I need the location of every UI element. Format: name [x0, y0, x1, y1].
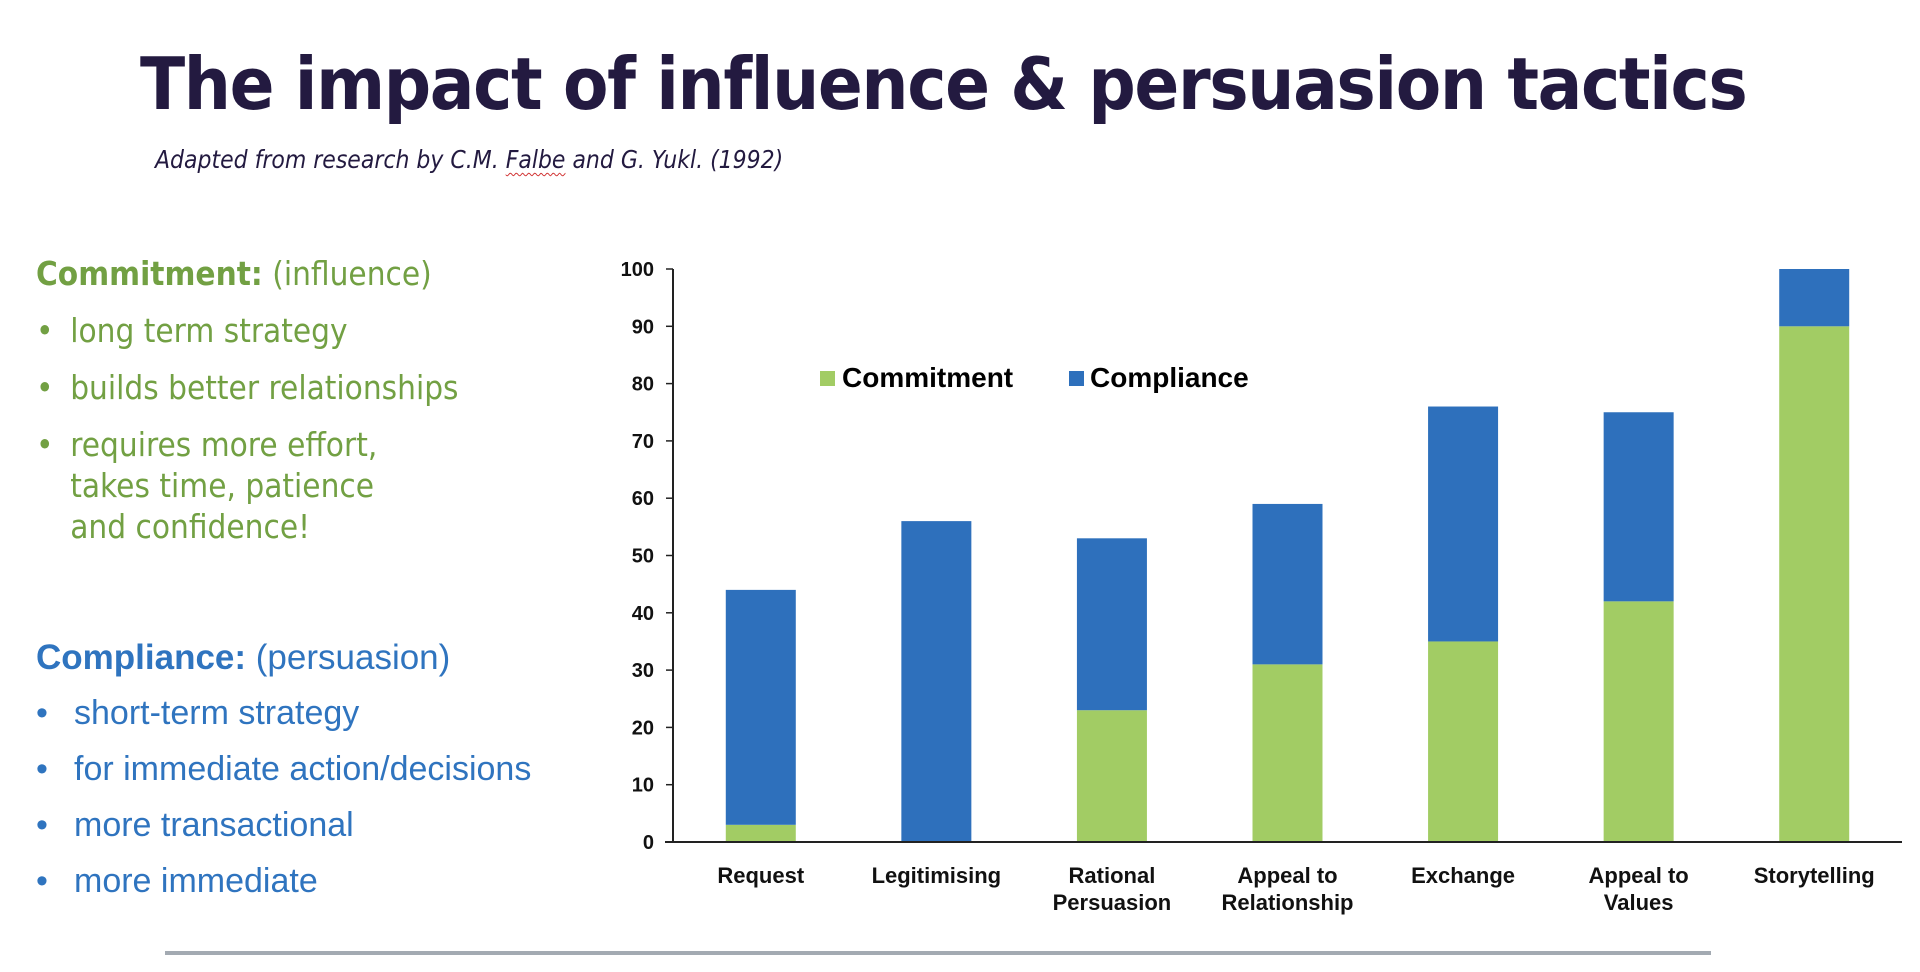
- bar-compliance: [1779, 269, 1850, 327]
- legend-swatch-commitment: [820, 371, 835, 386]
- x-tick-label: Rational: [1069, 863, 1156, 888]
- subtitle-text-post: and G. Yukl. (1992): [565, 145, 784, 174]
- bar-compliance: [1252, 503, 1323, 665]
- x-tick-label: Exchange: [1411, 863, 1515, 888]
- subtitle-text-pre: Adapted from research by C.M.: [155, 145, 506, 174]
- y-tick-label: 40: [632, 603, 654, 625]
- y-tick-label: 100: [621, 259, 654, 281]
- compliance-heading-bold: Compliance:: [36, 638, 247, 677]
- x-tick-label: Values: [1604, 890, 1674, 915]
- bar-commitment: [1076, 710, 1147, 842]
- subtitle-author-falbe: Falbe: [505, 145, 566, 174]
- bar-compliance: [725, 589, 796, 825]
- slide-subtitle: Adapted from research by C.M. Falbe and …: [155, 145, 783, 174]
- commitment-bullet: builds better relationships: [36, 367, 459, 408]
- bullet-line: takes time, patience: [70, 466, 375, 505]
- compliance-heading: Compliance: (persuasion): [36, 638, 531, 678]
- x-tick-label: Request: [717, 863, 804, 888]
- commitment-heading: Commitment: (influence): [36, 254, 459, 294]
- y-tick-label: 70: [632, 431, 654, 453]
- commitment-panel: Commitment: (influence) long term strate…: [36, 254, 459, 547]
- y-tick-label: 30: [632, 660, 654, 682]
- compliance-heading-rest: (persuasion): [246, 638, 451, 677]
- y-tick-label: 80: [632, 374, 654, 396]
- x-tick-label: Appeal to: [1589, 863, 1689, 888]
- x-tick-label: Appeal to: [1237, 863, 1337, 888]
- commitment-bullet: requires more effort,takes time, patienc…: [36, 424, 459, 547]
- bar-commitment: [725, 824, 796, 842]
- legend-label-compliance: Compliance: [1090, 362, 1249, 393]
- commitment-bullets: long term strategy builds better relatio…: [36, 310, 459, 547]
- y-tick-label: 20: [632, 717, 654, 739]
- bar-commitment: [1779, 326, 1850, 842]
- compliance-panel: Compliance: (persuasion) short-term stra…: [36, 638, 531, 902]
- y-tick-label: 90: [632, 316, 654, 338]
- y-tick-label: 0: [643, 832, 654, 854]
- commitment-heading-rest: (influence): [262, 254, 432, 293]
- bullet-line: requires more effort,: [70, 425, 378, 464]
- compliance-bullet: more immediate: [36, 861, 531, 902]
- bar-commitment: [1428, 641, 1499, 842]
- y-tick-label: 60: [632, 488, 654, 510]
- bullet-line: and confidence!: [70, 507, 311, 546]
- bar-compliance: [1603, 412, 1674, 602]
- x-tick-label: Relationship: [1221, 890, 1353, 915]
- y-tick-label: 10: [632, 775, 654, 797]
- x-tick-label: Legitimising: [872, 863, 1002, 888]
- slide-title: The impact of influence & persuasion tac…: [140, 42, 1748, 126]
- compliance-bullet: for immediate action/decisions: [36, 749, 531, 790]
- bar-commitment: [1252, 664, 1323, 842]
- legend-swatch-compliance: [1069, 371, 1084, 386]
- y-tick-label: 50: [632, 546, 654, 568]
- legend-label-commitment: Commitment: [842, 362, 1013, 393]
- compliance-bullet: more transactional: [36, 805, 531, 846]
- commitment-heading-bold: Commitment:: [36, 254, 263, 293]
- bar-compliance: [1428, 406, 1499, 642]
- commitment-bullet: long term strategy: [36, 310, 459, 351]
- bar-compliance: [1076, 538, 1147, 711]
- compliance-bullets: short-term strategy for immediate action…: [36, 693, 531, 902]
- bar-compliance: [901, 521, 972, 842]
- compliance-bullet: short-term strategy: [36, 693, 531, 734]
- x-tick-label: Storytelling: [1754, 863, 1875, 888]
- bar-commitment: [1603, 601, 1674, 842]
- footer-divider: [165, 951, 1711, 955]
- x-tick-label: Persuasion: [1053, 890, 1172, 915]
